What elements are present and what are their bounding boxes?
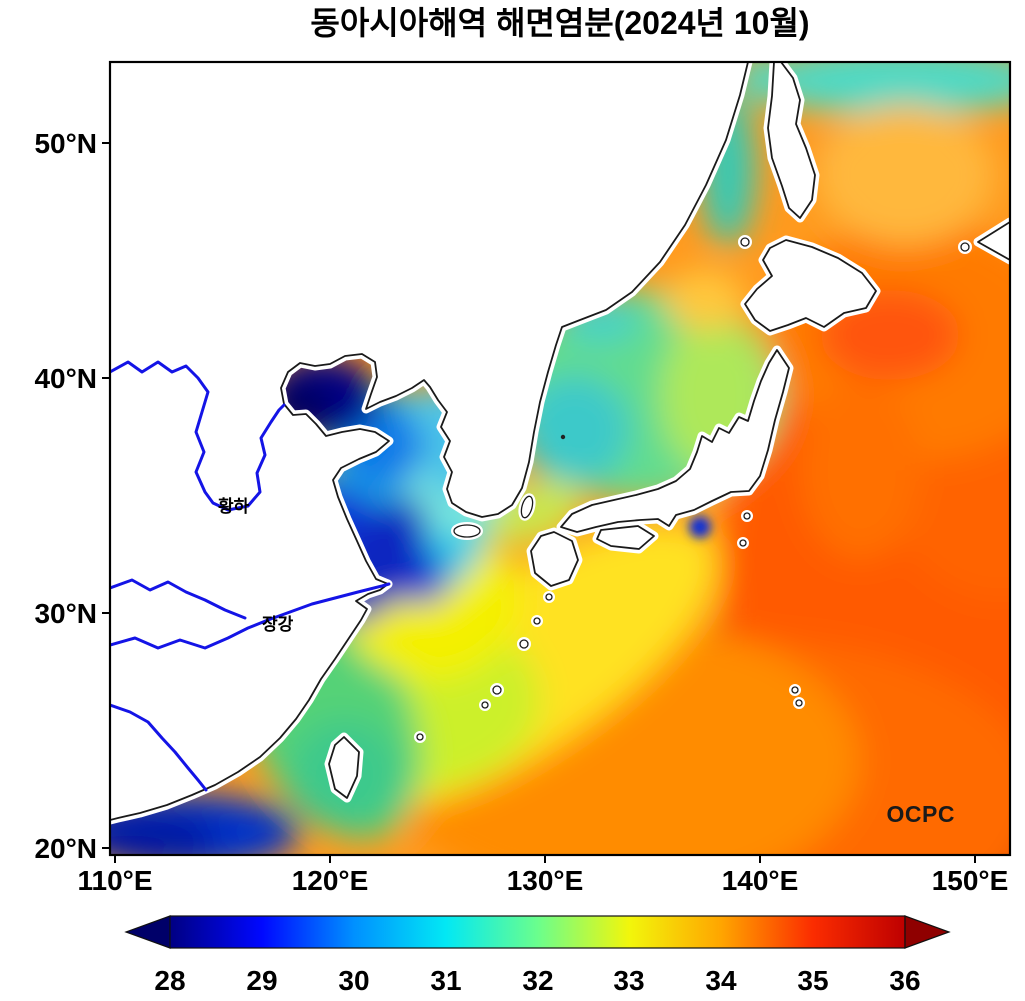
yangtze-river-label: 장강: [262, 615, 294, 634]
x-tick-110e: 110°E: [77, 865, 152, 896]
huai-river-line: [110, 578, 247, 620]
cb-tick-34: 34: [705, 965, 737, 996]
colorbar-over-arrow: [904, 915, 951, 949]
colorbar-tick-labels: 28 29 30 31 32 33 34 35 36: [154, 965, 920, 996]
landmasses: [110, 62, 1010, 820]
pearl-river-line: [110, 703, 208, 792]
cb-tick-28: 28: [154, 965, 185, 996]
yellow-river-label: 황하: [218, 497, 250, 516]
cb-tick-33: 33: [613, 965, 644, 996]
cb-tick-29: 29: [246, 965, 277, 996]
cb-tick-35: 35: [797, 965, 828, 996]
y-tick-40n: 40°N: [34, 363, 97, 394]
colorbar: 28 29 30 31 32 33 34 35 36: [124, 915, 951, 996]
axis-ticks: [102, 142, 976, 863]
ulleungdo-dot: [560, 434, 566, 440]
page-title: 동아시아해역 해면염분(2024년 10월): [310, 5, 809, 41]
cb-tick-31: 31: [430, 965, 461, 996]
y-tick-50n: 50°N: [34, 128, 97, 159]
cb-tick-32: 32: [522, 965, 553, 996]
x-tick-120e: 120°E: [292, 865, 369, 896]
y-tick-30n: 30°N: [34, 598, 97, 629]
colorbar-gradient-bar: [169, 915, 906, 949]
colorbar-under-arrow: [124, 915, 171, 949]
cb-tick-30: 30: [338, 965, 369, 996]
yangtze-river-line: [110, 582, 391, 650]
x-tick-140e: 140°E: [722, 865, 799, 896]
x-axis-labels: 110°E 120°E 130°E 140°E 150°E: [77, 865, 1008, 896]
ocpc-watermark: OCPC: [887, 801, 955, 827]
y-tick-20n: 20°N: [34, 833, 97, 864]
x-tick-130e: 130°E: [507, 865, 584, 896]
x-tick-150e: 150°E: [932, 865, 1009, 896]
yellow-river-line: [110, 360, 286, 512]
map-frame: [108, 60, 1012, 857]
cb-tick-36: 36: [889, 965, 920, 996]
rivers: [110, 360, 391, 792]
y-axis-labels: 50°N 40°N 30°N 20°N: [34, 128, 97, 864]
